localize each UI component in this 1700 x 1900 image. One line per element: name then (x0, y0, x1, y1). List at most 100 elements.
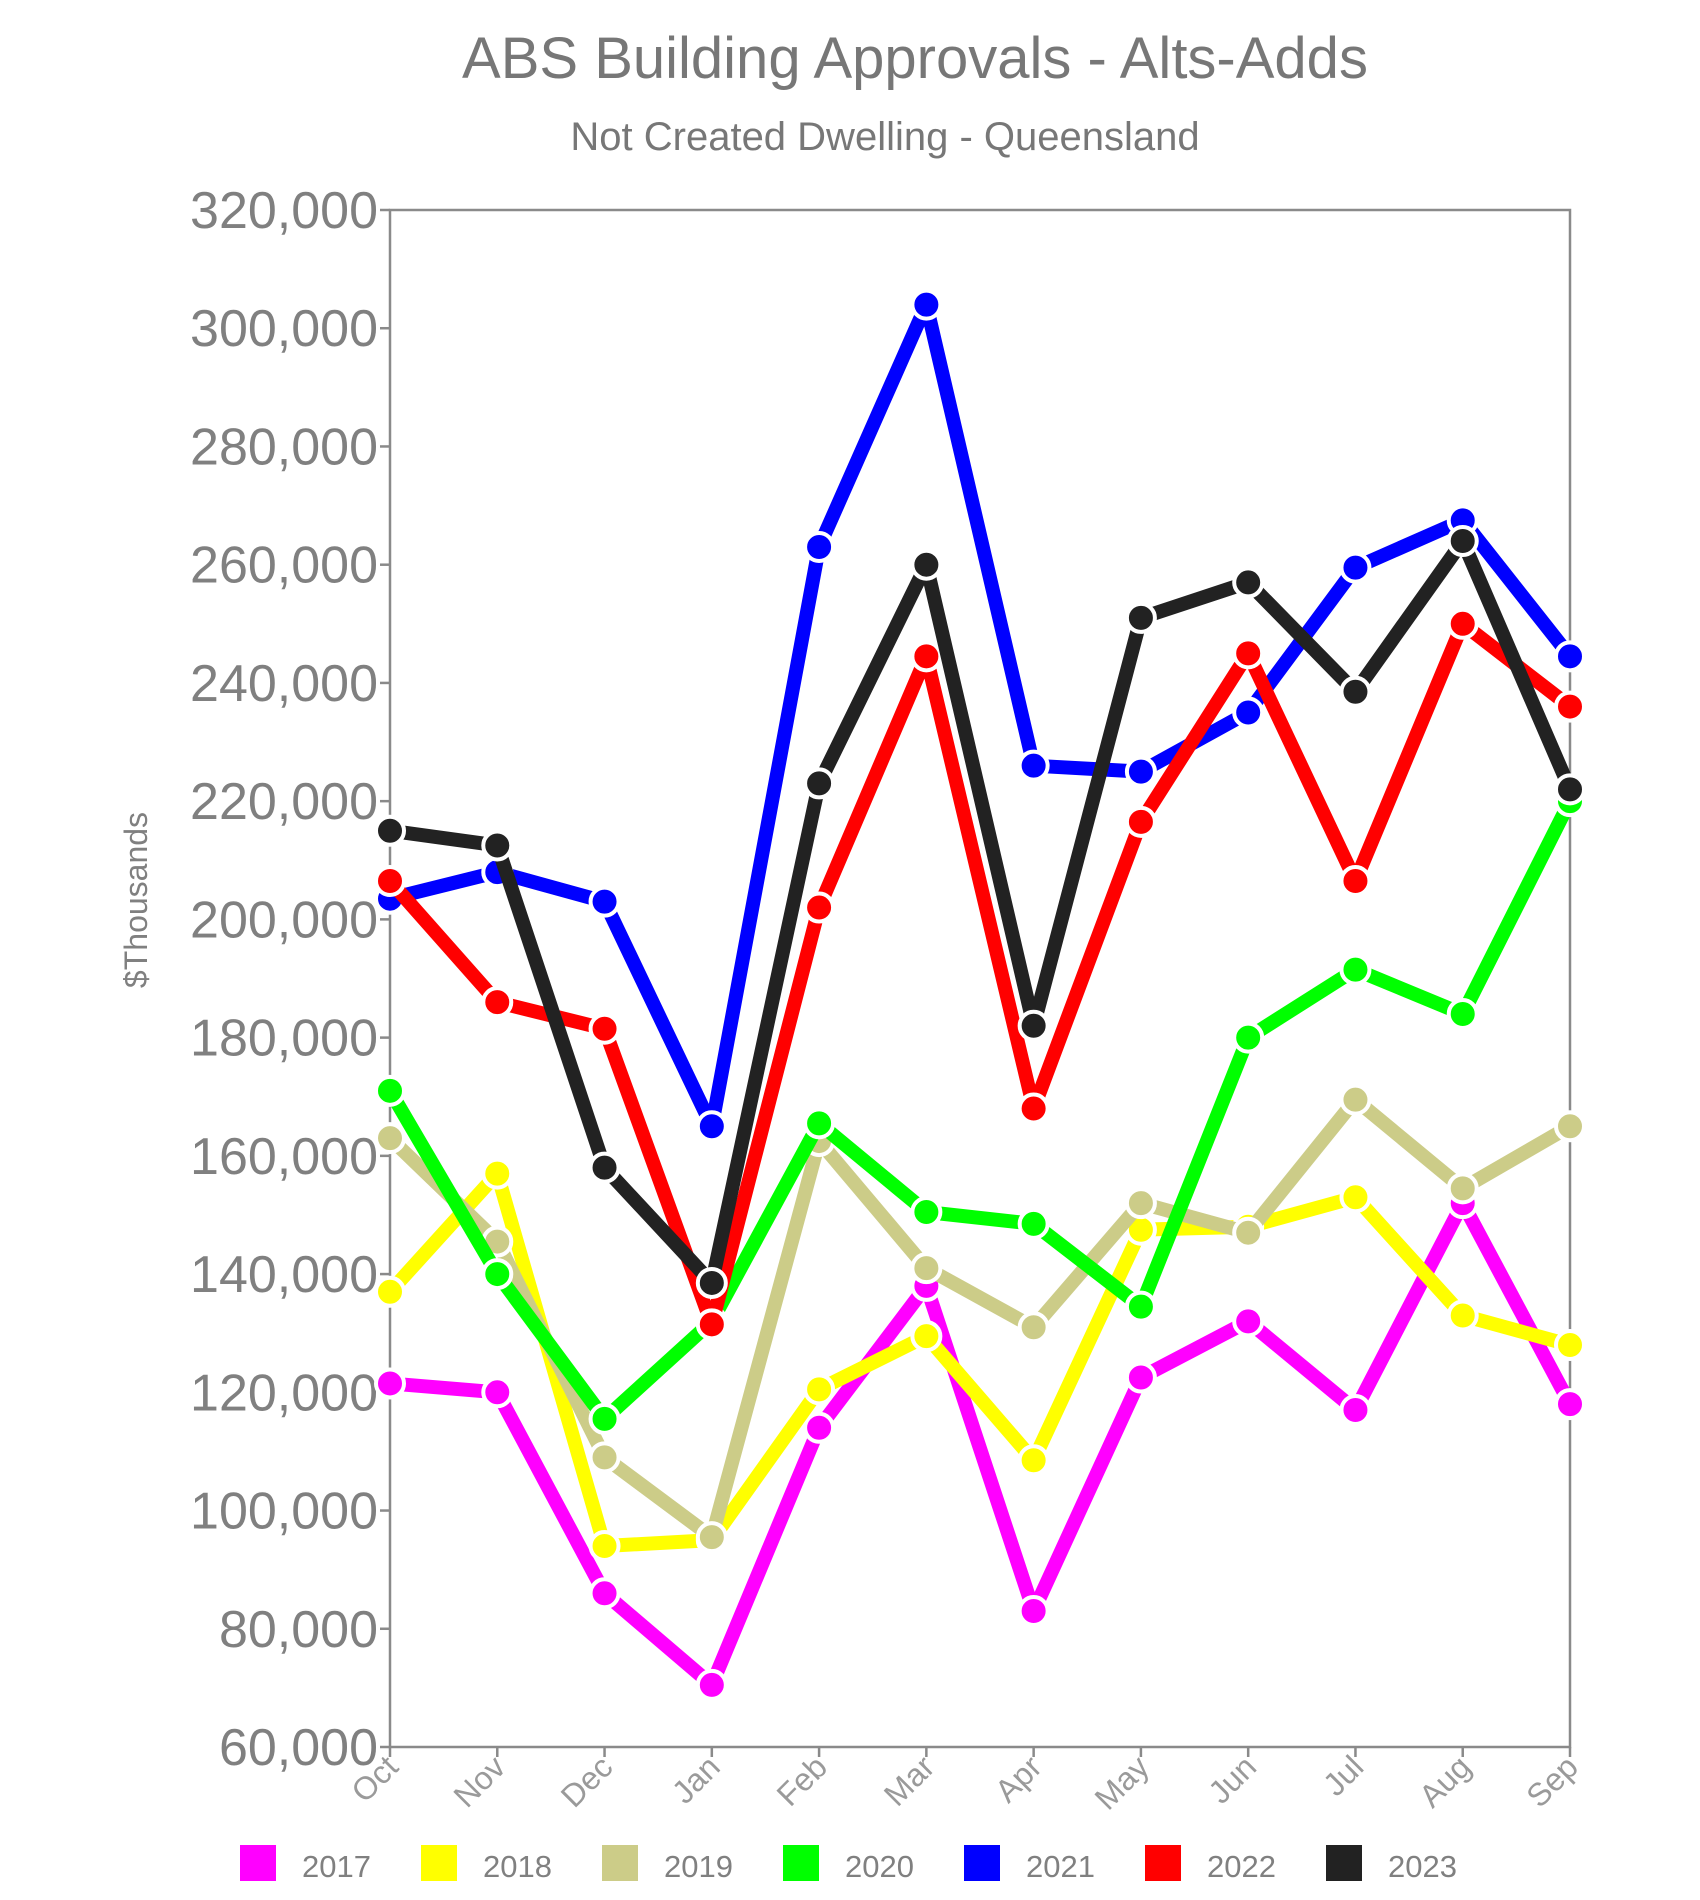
legend-swatch (1145, 1845, 1181, 1881)
chart-title: ABS Building Approvals - Alts-Adds (462, 26, 1368, 91)
data-point (803, 1373, 836, 1406)
x-axis: Oct Nov Dec Jan Feb Mar Apr May Jun Jul Aug Sep (344, 1747, 1585, 1817)
series-2023 (374, 525, 1586, 1299)
data-point (1446, 1172, 1479, 1205)
data-point (695, 1521, 728, 1554)
y-tick-label: 200,000 (190, 891, 378, 949)
data-point (1017, 1595, 1050, 1628)
series-2017 (374, 1187, 1586, 1701)
data-point (695, 1110, 728, 1143)
data-point (1554, 773, 1586, 806)
legend-item-2023: 2023 (1326, 1845, 1457, 1884)
data-point (1554, 640, 1586, 673)
y-tick-label: 300,000 (190, 300, 378, 358)
legend-item-2017: 2017 (240, 1845, 371, 1884)
y-tick-label: 120,000 (190, 1364, 378, 1422)
legend-item-2019: 2019 (602, 1845, 733, 1884)
data-point (1339, 864, 1372, 897)
data-point (1124, 1187, 1157, 1220)
legend-label: 2021 (1026, 1849, 1095, 1884)
data-point (910, 640, 943, 673)
data-point (1554, 1329, 1586, 1362)
data-point (374, 1367, 406, 1400)
data-point (1124, 601, 1157, 634)
data-point (695, 1266, 728, 1299)
legend-swatch (602, 1845, 638, 1881)
series-line (383, 1196, 1577, 1692)
data-point (481, 986, 514, 1019)
data-point (1232, 637, 1265, 670)
x-tick-label: Feb (770, 1748, 834, 1812)
data-point (695, 1668, 728, 1701)
data-point (1339, 1394, 1372, 1427)
y-tick-label: 80,000 (219, 1601, 378, 1659)
legend-label: 2017 (302, 1849, 371, 1884)
data-point (1339, 953, 1372, 986)
data-point (1232, 696, 1265, 729)
x-tick-label: Nov (447, 1748, 513, 1814)
legend-label: 2022 (1207, 1849, 1276, 1884)
y-tick-label: 160,000 (190, 1128, 378, 1186)
data-point (588, 1151, 621, 1184)
data-point (481, 829, 514, 862)
series-line (383, 616, 1577, 1332)
data-point (374, 814, 406, 847)
data-point (588, 1402, 621, 1435)
data-point (1017, 1092, 1050, 1125)
legend-label: 2020 (845, 1849, 914, 1884)
data-point (1017, 1009, 1050, 1042)
plot-border (388, 208, 1572, 1749)
data-point (1446, 607, 1479, 640)
x-tick-label: Jun (1201, 1748, 1263, 1810)
data-point (1124, 755, 1157, 788)
data-point (481, 1258, 514, 1291)
series-line (383, 297, 1577, 1134)
data-point (1446, 525, 1479, 558)
legend-swatch (964, 1845, 1000, 1881)
data-point (374, 864, 406, 897)
data-point (1554, 1388, 1586, 1421)
data-point (910, 1252, 943, 1285)
data-point (588, 885, 621, 918)
data-point (803, 1411, 836, 1444)
series-line (383, 1166, 1577, 1554)
y-tick-label: 140,000 (190, 1246, 378, 1304)
data-point (374, 1122, 406, 1155)
data-point (1017, 749, 1050, 782)
data-point (1446, 1299, 1479, 1332)
y-axis-label: $Thousands (118, 812, 154, 988)
data-point (1554, 1110, 1586, 1143)
legend-label: 2023 (1388, 1849, 1457, 1884)
x-tick-label: May (1088, 1748, 1156, 1816)
data-point (1339, 675, 1372, 708)
y-tick-label: 260,000 (190, 537, 378, 595)
legend-label: 2018 (483, 1849, 552, 1884)
legend-item-2020: 2020 (783, 1845, 914, 1884)
legend-item-2018: 2018 (421, 1845, 552, 1884)
series-line (383, 794, 1577, 1426)
data-point (588, 1530, 621, 1563)
data-point (1339, 1083, 1372, 1116)
data-point (481, 1376, 514, 1409)
data-point (1017, 1311, 1050, 1344)
series-layer (374, 288, 1586, 1701)
data-point (803, 767, 836, 800)
legend-swatch (421, 1845, 457, 1881)
data-point (1339, 1181, 1372, 1214)
data-point (1017, 1444, 1050, 1477)
legend: 2017 2018 2019 2020 2021 2022 2023 (240, 1845, 1457, 1884)
data-point (910, 1196, 943, 1229)
data-point (910, 548, 943, 581)
y-tick-label: 180,000 (190, 1010, 378, 1068)
series-line (383, 1092, 1577, 1545)
data-point (803, 1107, 836, 1140)
series-line (383, 534, 1577, 1290)
data-point (588, 1441, 621, 1474)
y-tick-label: 280,000 (190, 418, 378, 476)
data-point (695, 1308, 728, 1341)
x-tick-label: Aug (1412, 1748, 1478, 1814)
data-point (588, 1577, 621, 1610)
legend-item-2021: 2021 (964, 1845, 1095, 1884)
y-tick-label: 240,000 (190, 655, 378, 713)
